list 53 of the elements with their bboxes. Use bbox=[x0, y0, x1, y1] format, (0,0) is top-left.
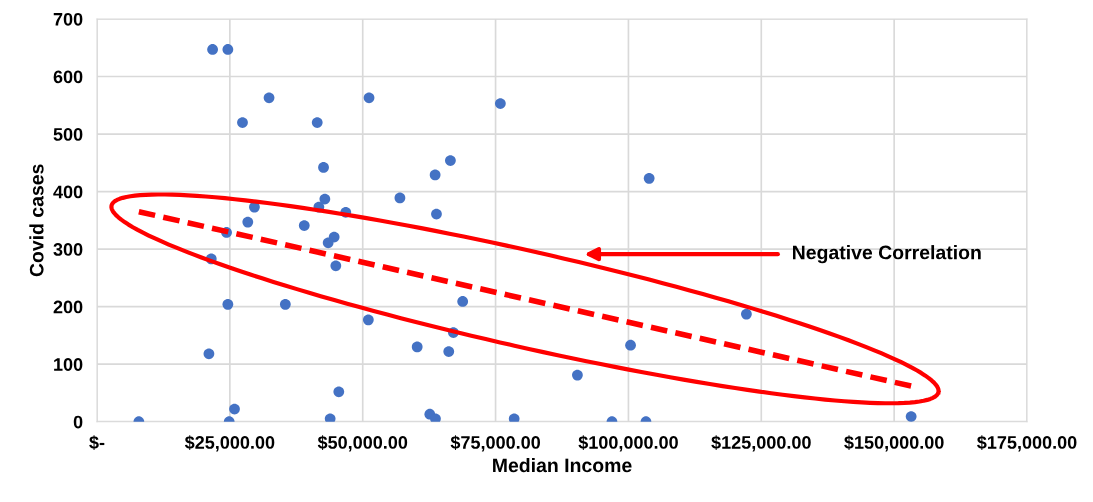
x-tick-label: $150,000.00 bbox=[844, 435, 944, 452]
point bbox=[625, 339, 636, 351]
y-tick-label: 700 bbox=[53, 12, 83, 26]
y-axis-title: Covid cases bbox=[29, 164, 44, 277]
x-tick-label: $125,000.00 bbox=[711, 435, 811, 452]
y-tick-label: 0 bbox=[73, 415, 83, 429]
point bbox=[311, 117, 323, 128]
point bbox=[237, 117, 248, 128]
point bbox=[741, 308, 752, 320]
point bbox=[322, 237, 334, 249]
point bbox=[318, 162, 329, 173]
point bbox=[207, 44, 218, 55]
y-tick-label: 300 bbox=[53, 243, 83, 256]
x-tick-label: $175,000.00 bbox=[977, 435, 1077, 452]
annotation: Negative Correlation bbox=[793, 245, 981, 264]
point bbox=[363, 92, 375, 104]
point bbox=[330, 260, 342, 272]
x-tick-label: $100,000.00 bbox=[578, 435, 678, 452]
point bbox=[905, 411, 917, 422]
x-tick-label: $- bbox=[89, 435, 105, 451]
x-tick-label: $75,000.00 bbox=[450, 435, 541, 452]
point bbox=[431, 208, 442, 220]
point bbox=[362, 314, 374, 326]
point bbox=[411, 341, 423, 353]
y-tick-label: 400 bbox=[53, 185, 83, 199]
point bbox=[242, 216, 254, 228]
point bbox=[222, 298, 234, 310]
point bbox=[457, 296, 469, 307]
x-tick-label: $50,000.00 bbox=[317, 435, 408, 452]
y-tick-label: 100 bbox=[54, 358, 83, 371]
point bbox=[494, 98, 506, 109]
y-tick-label: 200 bbox=[53, 300, 83, 314]
point bbox=[429, 169, 441, 181]
point bbox=[324, 413, 336, 422]
y-tick-label: 600 bbox=[53, 70, 83, 84]
x-axis-title: Median Income bbox=[493, 457, 632, 473]
point bbox=[333, 386, 345, 398]
point bbox=[222, 44, 234, 55]
point bbox=[643, 172, 655, 184]
point bbox=[394, 192, 406, 204]
point bbox=[229, 403, 240, 415]
point bbox=[203, 348, 215, 360]
point bbox=[263, 92, 275, 104]
point bbox=[443, 346, 455, 357]
point bbox=[572, 369, 583, 381]
point bbox=[298, 220, 310, 231]
x-tick-label: $25,000.00 bbox=[184, 435, 275, 452]
point bbox=[430, 413, 441, 422]
point bbox=[319, 193, 331, 205]
point bbox=[508, 413, 520, 422]
point bbox=[445, 155, 456, 166]
y-tick-label: 500 bbox=[53, 127, 83, 141]
point bbox=[279, 298, 291, 310]
